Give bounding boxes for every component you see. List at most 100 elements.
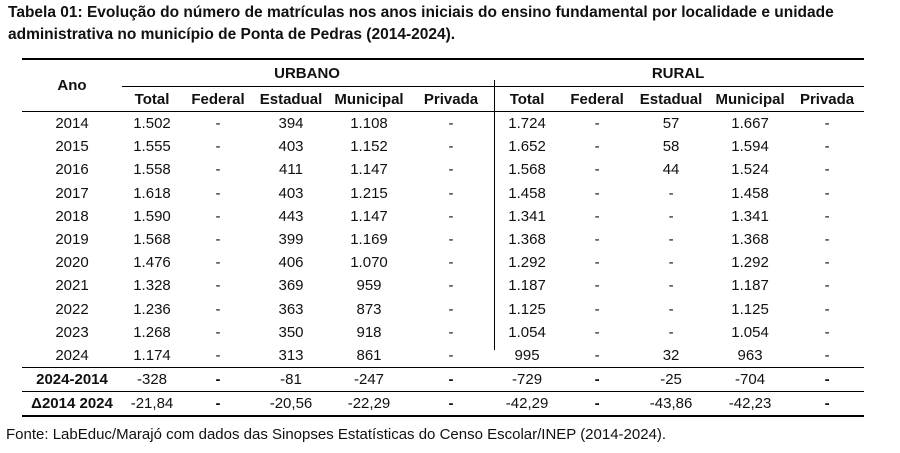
summary-label: 2024-2014	[22, 367, 122, 393]
table-cell: 873	[356, 300, 382, 318]
table-cell: 1.524	[731, 161, 769, 179]
table-cell: 1.594	[731, 138, 769, 156]
table-cell: 403	[278, 138, 304, 156]
table-row: 2020 1.476 - 406 1.070 - 1.292 - - 1.292 -	[22, 251, 864, 274]
table-cell: 1.187	[508, 277, 546, 295]
row-year: 2014	[55, 115, 89, 133]
table-cell: 1.476	[133, 254, 171, 272]
table-cell: -	[448, 277, 454, 295]
row-year: 2022	[55, 300, 89, 318]
summary-cell: -	[182, 367, 254, 393]
table-cell: -	[215, 184, 221, 202]
table-cell: -	[594, 231, 600, 249]
table-cell: 363	[278, 300, 304, 318]
row-year: 2015	[55, 138, 89, 156]
table-cell: 399	[278, 231, 304, 249]
header-rural: RURAL	[492, 58, 865, 87]
table-cell: -	[824, 254, 830, 272]
header-urbano: URBANO	[122, 58, 493, 87]
table-cell: 1.292	[508, 254, 546, 272]
col-rural-total: Total	[492, 86, 563, 112]
col-rural-federal: Federal	[562, 86, 633, 112]
table-row: 2024 1.174-313 861-995-32 963-	[22, 343, 865, 369]
summary-cell: -20,56	[254, 391, 328, 418]
row-year: 2016	[55, 161, 89, 179]
table-cell: 1.268	[133, 323, 171, 341]
table-cell: 1.174	[122, 343, 182, 369]
summary-cell: -729	[492, 367, 563, 393]
table-row: 2017 1.618 - 403 1.215 - 1.458 - - 1.458 -	[22, 182, 864, 205]
table-cell: 1.070	[350, 254, 388, 272]
table-cell: -	[448, 323, 454, 341]
table-cell: 959	[356, 277, 382, 295]
summary-cell: -25	[632, 367, 711, 393]
col-rural-municipal: Municipal	[710, 86, 791, 112]
table-cell: -	[448, 231, 454, 249]
table-cell: -	[448, 300, 454, 318]
table-cell: -	[215, 161, 221, 179]
table-source: Fonte: LabEduc/Marajó com dados das Sino…	[6, 426, 667, 443]
table-cell: 443	[278, 207, 304, 225]
table-cell: -	[215, 254, 221, 272]
table-cell: 1.108	[350, 115, 388, 133]
table-cell: 1.368	[508, 231, 546, 249]
table-cell: -	[594, 300, 600, 318]
table-cell: -	[824, 277, 830, 295]
table-cell: -	[594, 254, 600, 272]
col-urbano-privada: Privada	[410, 86, 493, 112]
table-cell: -	[215, 138, 221, 156]
table-cell: 313	[254, 343, 328, 369]
table-cell: -	[215, 115, 221, 133]
table-row: 2023 1.268 - 350 918 - 1.054 - - 1.054 -	[22, 321, 864, 344]
table-cell: -	[668, 277, 674, 295]
summary-label: Δ2014 2024	[22, 391, 122, 418]
table-cell: 1.458	[731, 184, 769, 202]
table-cell: -	[562, 343, 633, 369]
table-cell: -	[594, 277, 600, 295]
col-urbano-estadual: Estadual	[254, 86, 328, 112]
table-cell: 1.328	[133, 277, 171, 295]
table-cell: 32	[632, 343, 711, 369]
summary-cell: -81	[254, 367, 328, 393]
table-cell: 1.125	[731, 300, 769, 318]
table-cell: -	[668, 254, 674, 272]
table-cell: -	[215, 277, 221, 295]
summary-cell: -21,84	[122, 391, 182, 418]
summary-cell: -704	[710, 367, 791, 393]
table-cell: 1.667	[731, 115, 769, 133]
table-cell: -	[448, 184, 454, 202]
col-urbano-total: Total	[122, 86, 182, 112]
table-cell: 57	[662, 115, 680, 133]
table-cell: 1.341	[508, 207, 546, 225]
summary-cell: -42,23	[710, 391, 791, 418]
table-row: 2015 1.555 - 403 1.152 - 1.652 - 58 1.594 -	[22, 135, 864, 158]
table-cell: 1.152	[350, 138, 388, 156]
table-cell: -	[668, 300, 674, 318]
table-cell: -	[594, 115, 600, 133]
table-cell: -	[448, 207, 454, 225]
table-cell: -	[824, 115, 830, 133]
table-cell: 1.215	[350, 184, 388, 202]
table-row: 2021 1.328 - 369 959 - 1.187 - - 1.187 -	[22, 274, 864, 297]
table-cell: -	[594, 207, 600, 225]
table-cell: 1.618	[133, 184, 171, 202]
table-cell: 1.054	[508, 323, 546, 341]
table-cell: -	[824, 323, 830, 341]
table-row: 2018 1.590 - 443 1.147 - 1.341 - - 1.341 -	[22, 205, 864, 228]
table-cell: -	[790, 343, 865, 369]
table-cell: -	[448, 161, 454, 179]
col-rural-privada: Privada	[790, 86, 865, 112]
table-cell: -	[824, 231, 830, 249]
summary-cell: -42,29	[492, 391, 563, 418]
table-cell: -	[824, 207, 830, 225]
row-year: 2021	[55, 277, 89, 295]
table-cell: -	[215, 231, 221, 249]
summary-cell: -	[790, 391, 865, 418]
table-cell: -	[215, 300, 221, 318]
rural-total-separator	[494, 80, 495, 350]
table-cell: 403	[278, 184, 304, 202]
summary-row-difference: 2024-2014 -328- -81 -247- -729- -25 -704-	[22, 367, 865, 393]
table-cell: 1.341	[731, 207, 769, 225]
row-year: 2023	[55, 323, 89, 341]
table-caption: Tabela 01: Evolução do número de matrícu…	[8, 4, 834, 43]
